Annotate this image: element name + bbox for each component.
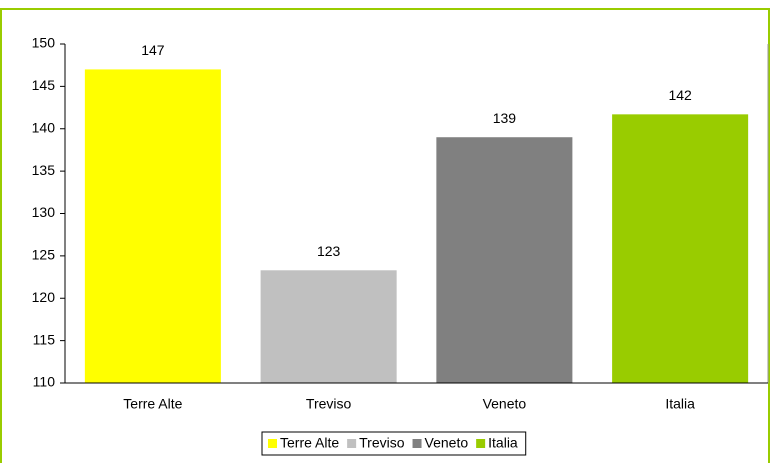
value-label: 142	[668, 87, 692, 103]
legend-label: Terre Alte	[280, 435, 339, 451]
legend-label: Veneto	[425, 435, 469, 451]
bar	[84, 69, 221, 384]
legend-swatch	[268, 439, 277, 448]
legend-swatch	[476, 439, 486, 448]
value-label: 147	[141, 42, 165, 58]
y-tick-label: 130	[32, 204, 56, 220]
bar	[260, 270, 397, 383]
y-tick-label: 150	[32, 35, 56, 51]
legend-label: Italia	[488, 435, 518, 451]
x-tick-label: Terre Alte	[123, 396, 182, 412]
legend-swatch	[347, 439, 357, 448]
y-tick-label: 120	[32, 289, 56, 305]
value-label: 123	[317, 243, 341, 259]
legend-box	[261, 431, 527, 456]
legend-label: Treviso	[359, 435, 405, 451]
y-tick-label: 135	[32, 162, 56, 178]
bar	[436, 137, 573, 383]
x-tick-label: Italia	[665, 396, 695, 412]
x-tick-label: Treviso	[306, 396, 352, 412]
y-tick-label: 110	[33, 374, 56, 390]
y-tick-label: 145	[32, 77, 56, 93]
x-tick-label: Veneto	[483, 396, 527, 412]
y-tick-label: 125	[32, 247, 56, 263]
legend-swatch	[412, 439, 422, 448]
y-tick-label: 140	[32, 119, 56, 135]
value-label: 139	[493, 110, 517, 126]
bar	[612, 114, 749, 383]
y-tick-label: 115	[33, 331, 56, 347]
